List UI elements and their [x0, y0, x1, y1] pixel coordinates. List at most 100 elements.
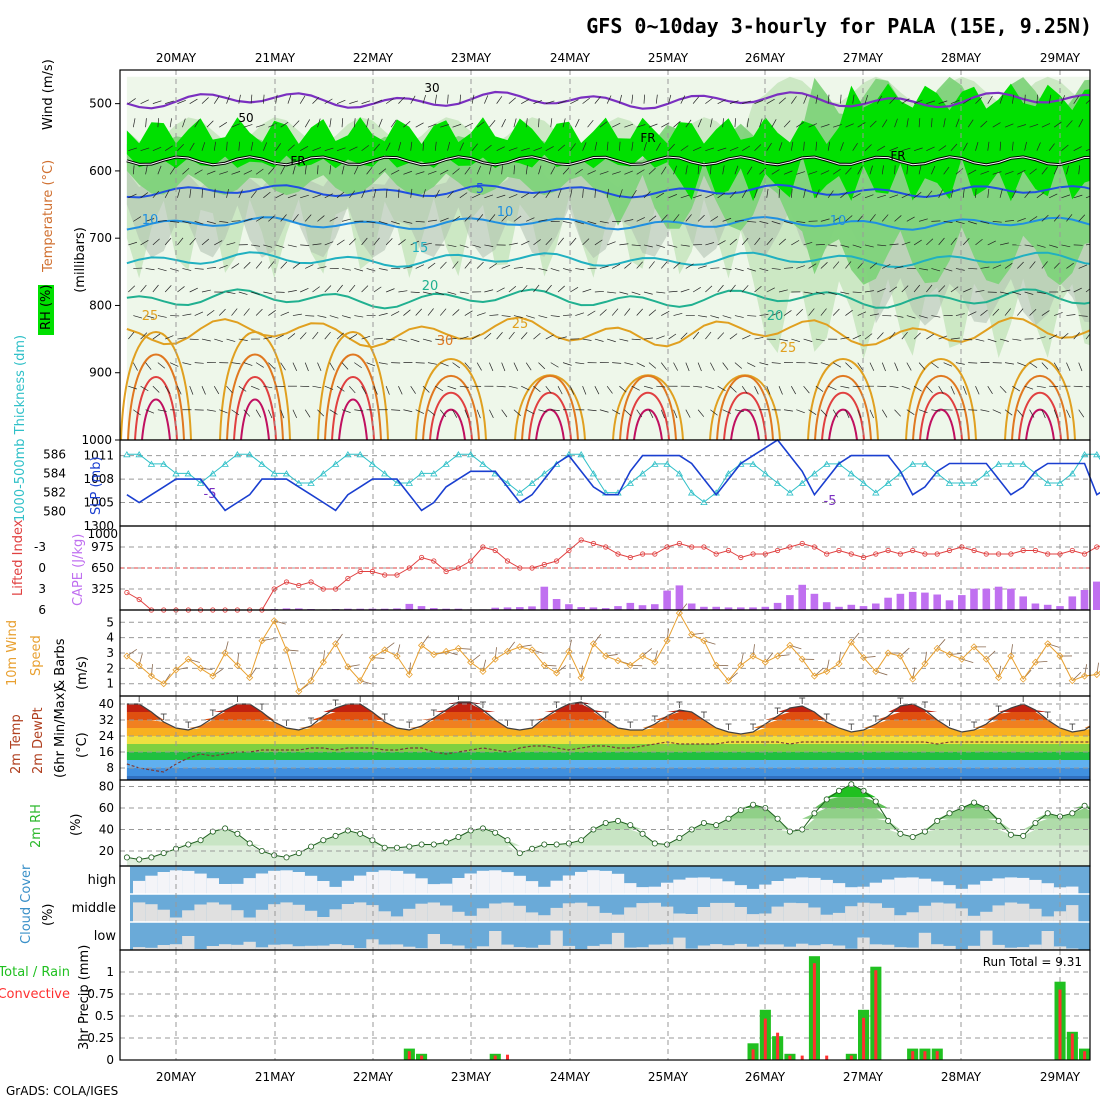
- cloud-cell: [182, 870, 195, 894]
- wind-barb: [1041, 362, 1049, 370]
- wind10-point: [712, 661, 720, 669]
- axis-title: (millibars): [73, 227, 88, 293]
- cloud-cell: [513, 905, 526, 922]
- wind-barb: [889, 331, 896, 340]
- wind-barb: [378, 221, 388, 225]
- wind10-point: [970, 643, 978, 651]
- wind10-barb: [1096, 662, 1099, 675]
- wind-barb: [791, 96, 797, 104]
- wind-barb: [992, 221, 1002, 223]
- rh-point: [357, 830, 364, 837]
- li-point: [504, 558, 511, 564]
- thickness-point: [233, 451, 242, 458]
- wind-barb: [1078, 165, 1081, 175]
- wind-barb: [754, 100, 764, 104]
- cape-bar: [786, 595, 794, 610]
- li-point: [1057, 551, 1063, 557]
- wind-barb: [1053, 121, 1062, 128]
- wind-barb: [857, 362, 864, 371]
- precip-convective-bar: [506, 1054, 509, 1060]
- li-point: [345, 575, 351, 582]
- wind-barb: [643, 291, 653, 295]
- rh-point: [725, 815, 732, 822]
- wind10-point: [909, 675, 917, 683]
- thickness-point: [430, 470, 438, 477]
- wind-barb: [710, 267, 720, 269]
- wind-barb: [926, 100, 936, 104]
- wind-barb: [354, 409, 364, 412]
- wind-barb: [754, 386, 759, 395]
- precip-convective-bar: [812, 963, 816, 1060]
- wind10-point: [270, 617, 278, 625]
- wind-barb: [796, 265, 805, 269]
- wind-barb: [643, 142, 647, 151]
- wind-barb: [422, 242, 432, 246]
- wind-barb: [587, 119, 594, 128]
- wind-barb: [931, 268, 941, 272]
- wind10-point: [663, 637, 671, 645]
- wind-barb: [705, 147, 715, 152]
- wind-barb: [354, 315, 364, 318]
- wind-barb: [766, 237, 773, 246]
- wind-barb: [550, 409, 560, 411]
- wind-barb: [784, 267, 794, 269]
- contour-label: 25: [780, 341, 797, 356]
- wind-barb: [140, 284, 147, 293]
- li-line: [126, 539, 1100, 611]
- wind-barb: [489, 314, 499, 316]
- wind-barb: [955, 313, 965, 316]
- rh-point: [344, 827, 351, 834]
- wind-barb: [341, 315, 351, 319]
- date-label-top: 20MAY: [156, 51, 197, 65]
- li-point: [1045, 551, 1051, 557]
- wind-barb: [575, 118, 580, 128]
- cloud-cell: [304, 875, 318, 894]
- wind-barb: [975, 290, 985, 293]
- wind-barb: [1061, 95, 1065, 104]
- li-point: [774, 547, 781, 554]
- wind-barb: [525, 118, 528, 128]
- rh-point: [332, 832, 339, 839]
- rh-point: [553, 841, 560, 848]
- wind-barb: [894, 362, 899, 372]
- wind-barb: [440, 124, 449, 128]
- wind-barb: [594, 290, 604, 293]
- wind-barb: [710, 118, 713, 128]
- wind-barb: [545, 385, 552, 394]
- cloud-cell: [280, 902, 293, 922]
- li-point: [725, 547, 732, 554]
- wind-barb: [955, 168, 964, 175]
- wind-barb: [803, 385, 810, 394]
- wind-barb: [268, 362, 275, 370]
- wind-barb: [164, 385, 171, 394]
- wind-barb: [1085, 195, 1090, 199]
- diurnal-contour: [127, 353, 185, 440]
- cloud-cell: [1041, 916, 1054, 922]
- wind-barb: [938, 385, 944, 395]
- wind-barb: [962, 188, 965, 198]
- thickness-tick-label: 584: [43, 466, 66, 480]
- li-point: [664, 544, 670, 550]
- wind-barb: [980, 266, 990, 269]
- panel-frame: [119, 439, 1091, 527]
- wind-barb: [697, 265, 707, 269]
- wind-barb: [177, 99, 186, 104]
- thickness-point: [516, 489, 524, 496]
- wind10-barb: [1035, 660, 1048, 663]
- wind-barb: [619, 291, 629, 295]
- diurnal-contour: [912, 375, 970, 440]
- wind-barb: [845, 261, 852, 269]
- cloud-cell: [1053, 911, 1067, 922]
- wind-barb: [219, 308, 226, 316]
- wind-barb: [312, 147, 322, 152]
- wind10-point: [246, 674, 254, 682]
- wind-barb: [557, 237, 564, 246]
- wind-barb: [312, 331, 319, 340]
- li-point: [357, 568, 363, 575]
- wind-barb: [304, 214, 312, 222]
- wind-barb: [705, 97, 713, 104]
- precip-convective-bar: [763, 1018, 767, 1060]
- wind-barb: [128, 385, 137, 390]
- wind10-tick-label: 5: [106, 615, 114, 629]
- wind-barb: [336, 99, 346, 104]
